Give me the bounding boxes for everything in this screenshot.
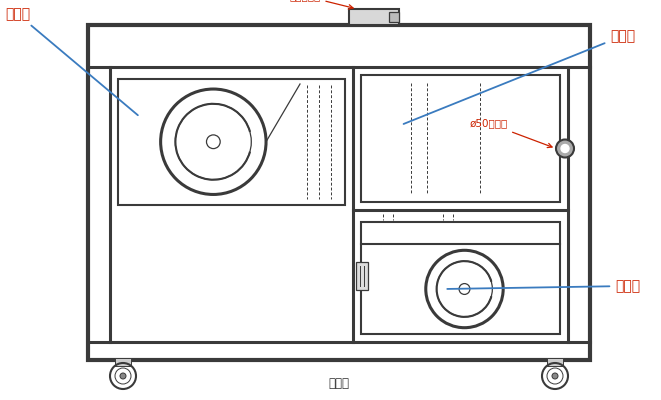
Text: 常温排气孔: 常温排气孔 [289,0,353,9]
Circle shape [552,373,558,379]
Text: 预热筱: 预热筱 [447,279,640,293]
Bar [547,358,563,366]
Bar [349,9,399,25]
Bar [118,79,345,204]
Bar [389,12,399,22]
Text: 预冷筱: 预冷筱 [5,7,138,115]
Text: 正视图: 正视图 [329,377,350,390]
Bar [361,222,560,334]
Bar [356,262,368,290]
Bar [115,358,131,366]
Bar [361,75,560,202]
Text: ø50测试孔: ø50测试孔 [470,118,552,148]
Circle shape [561,144,569,152]
Bar [88,25,590,360]
Text: 测试筱: 测试筱 [404,29,635,124]
Circle shape [556,140,574,158]
Circle shape [120,373,126,379]
